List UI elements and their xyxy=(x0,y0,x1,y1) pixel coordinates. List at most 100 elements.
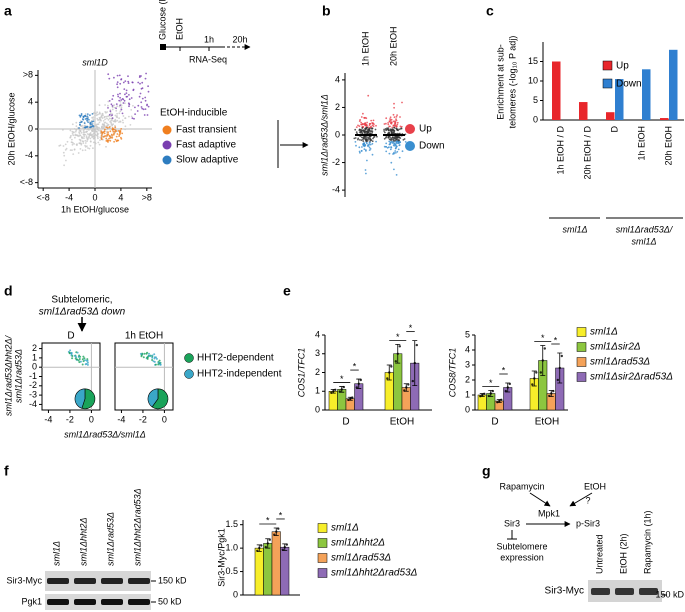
decor-dot xyxy=(116,105,119,108)
significance-star: * xyxy=(409,323,413,333)
decor-dot xyxy=(93,134,96,137)
decor-dot xyxy=(95,125,98,128)
decor-dot xyxy=(139,352,142,355)
decor-dot xyxy=(106,140,109,143)
decor-dot xyxy=(82,140,85,143)
y-tick-label: 1 xyxy=(315,386,320,396)
decor-dot xyxy=(127,82,130,84)
decor-dot xyxy=(59,144,62,147)
decor-dot xyxy=(107,107,109,109)
decor-dot xyxy=(394,150,397,152)
decor-dot xyxy=(368,138,370,141)
decor-dot xyxy=(111,114,113,117)
decor-dot xyxy=(119,131,122,133)
decor-dot xyxy=(139,82,141,85)
decor-dot xyxy=(151,354,154,357)
decor-dot xyxy=(487,394,490,398)
decor-dot xyxy=(118,112,121,115)
decor-dot xyxy=(82,131,85,134)
decor-dot xyxy=(390,122,393,125)
decor-dot xyxy=(72,142,74,144)
decor-dot xyxy=(86,138,89,141)
decor-dot xyxy=(114,138,117,141)
decor-dot xyxy=(144,77,147,80)
decor-dot xyxy=(77,134,79,137)
decor-dot xyxy=(86,363,89,366)
panel-title: sml1Δrad53Δ down xyxy=(39,307,126,318)
decor-dot xyxy=(116,116,119,119)
decor-dot xyxy=(68,351,71,354)
decor-dot xyxy=(125,92,128,94)
decor-dot xyxy=(355,131,358,134)
decor-dot xyxy=(359,119,361,121)
decor-dot xyxy=(388,152,391,155)
decor-dot xyxy=(91,134,93,137)
decor-dot xyxy=(370,119,373,122)
decor-dot xyxy=(99,113,101,115)
pathway-node: Sir3 xyxy=(504,518,520,528)
decor-dot xyxy=(388,120,391,123)
decor-dot xyxy=(79,123,81,126)
decor-dot xyxy=(131,81,134,84)
decor-dot xyxy=(100,134,103,137)
decor-dot xyxy=(64,143,67,146)
legend-label: sml1Δ xyxy=(590,327,618,338)
y-tick-label: 2 xyxy=(335,102,340,112)
y-tick-label: 5 xyxy=(465,329,470,339)
decor-dot xyxy=(113,140,115,143)
decor-dot xyxy=(548,394,551,398)
decor-dot xyxy=(104,111,107,113)
decor-dot xyxy=(78,358,81,360)
decor-dot xyxy=(392,113,395,116)
decor-dot xyxy=(552,389,555,393)
decor-dot xyxy=(118,117,120,120)
y-tick-label: 1 xyxy=(465,389,470,399)
decor-dot xyxy=(388,138,391,141)
decor-dot xyxy=(79,148,82,150)
legend-label: Up xyxy=(419,124,432,135)
pathway-node: p-Sir3 xyxy=(576,518,600,528)
decor-dot xyxy=(79,142,82,145)
decor-dot xyxy=(543,347,546,350)
decor-dot xyxy=(388,140,391,143)
decor-dot xyxy=(84,144,86,147)
decor-dot xyxy=(124,117,126,119)
decor-dot xyxy=(556,378,559,382)
decor-dot xyxy=(65,147,68,150)
decor-dot xyxy=(384,131,386,134)
decor-dot xyxy=(116,133,119,135)
decor-dot xyxy=(107,115,109,118)
decor-dot xyxy=(69,349,72,352)
decor-dot xyxy=(383,137,386,140)
decor-dot xyxy=(130,109,133,111)
decor-dot xyxy=(121,119,124,122)
decor-dot xyxy=(364,122,367,124)
decor-dot xyxy=(152,360,155,363)
decor-dot xyxy=(76,351,79,354)
bar xyxy=(642,69,651,120)
y-tick-label: 2 xyxy=(315,367,320,377)
y-tick-label: -1 xyxy=(29,371,37,381)
decor-dot xyxy=(365,140,367,142)
decor-dot xyxy=(358,146,361,149)
lane-label: Rapamycin (1h) xyxy=(642,510,652,574)
decor-dot xyxy=(109,130,112,133)
decor-dot xyxy=(69,136,72,138)
decor-dot xyxy=(86,133,89,135)
decor-dot xyxy=(371,140,374,143)
y-axis-label: COS1/TFC1 xyxy=(296,348,306,398)
decor-dot xyxy=(116,119,119,122)
decor-dot xyxy=(98,143,101,146)
pie-slice xyxy=(147,388,159,408)
decor-dot xyxy=(74,136,76,139)
decor-dot xyxy=(405,386,408,389)
legend-label: sml1Δhht2Δrad53Δ xyxy=(331,568,418,579)
blot-band xyxy=(74,599,96,605)
decor-dot xyxy=(389,125,391,128)
decor-dot xyxy=(390,128,393,131)
decor-dot xyxy=(496,401,499,404)
decor-dot xyxy=(92,133,94,136)
x-axis-label: sml1Δrad53Δ/sml1Δ xyxy=(64,429,146,439)
decor-dot xyxy=(84,142,87,144)
decor-dot xyxy=(117,139,120,142)
